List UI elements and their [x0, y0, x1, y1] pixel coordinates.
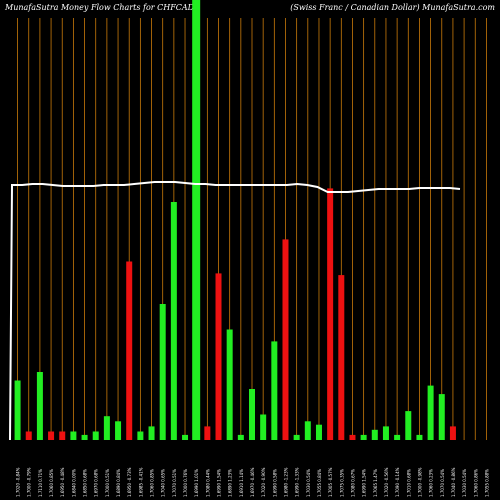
x-tick-label: 1.6970 -0.46%	[250, 467, 255, 497]
x-tick-label: 1.6840 0.00%	[71, 469, 76, 497]
money-flow-bar	[271, 341, 278, 440]
x-tick-label: 1.7000 0.76%	[183, 469, 188, 497]
money-flow-bar	[338, 275, 345, 440]
x-tick-label: 1.7055 0.88%	[484, 469, 489, 497]
money-flow-bar	[449, 426, 456, 440]
money-flow-bar	[405, 411, 412, 440]
money-flow-bar	[293, 434, 300, 440]
money-flow-bar	[327, 188, 334, 440]
grid-lines	[17, 18, 487, 440]
money-flow-bar	[382, 426, 389, 440]
x-tick-label: 1.7055 0.84%	[317, 469, 322, 497]
x-tick-label: 1.6980 -1.23%	[283, 467, 288, 497]
money-flow-bar	[59, 431, 66, 440]
money-flow-bar	[360, 434, 367, 440]
x-tick-label: 1.7090 -0.14%	[395, 467, 400, 497]
x-tick-label: 1.7000 0.51%	[105, 469, 110, 497]
x-tick-label: 1.6850 0.68%	[83, 469, 88, 497]
money-flow-bar	[226, 329, 233, 440]
money-flow-bar	[315, 424, 322, 440]
money-flow-bar	[282, 239, 289, 440]
chart-header: MunafaSutra Money Flow Charts for CHFCAD…	[0, 3, 500, 17]
x-tick-label: 1.7080 0.67%	[350, 469, 355, 497]
x-tick-label: 1.7060 0.85%	[150, 469, 155, 497]
money-flow-bar	[215, 273, 222, 440]
x-tick-label: 1.7060 0.86%	[473, 469, 478, 497]
x-tick-label: 1.7060 0.85%	[49, 469, 54, 497]
x-tick-label: 1.6910 1.14%	[239, 469, 244, 497]
x-tick-label: 1.7030 0.54%	[462, 469, 467, 497]
x-tick-label: 1.7000 -0.98%	[417, 467, 422, 497]
x-tick-label: 1.7040 0.65%	[161, 469, 166, 497]
money-flow-bar	[249, 389, 255, 440]
money-flow-bar	[81, 434, 88, 440]
x-tick-label: 1.7060 0.23%	[429, 469, 434, 497]
money-flow-bar	[137, 431, 144, 440]
money-flow-bar	[192, 0, 201, 440]
x-tick-label: 1.7040 -0.86%	[451, 467, 456, 497]
x-tick-label: 1.7030 0.54%	[306, 469, 311, 497]
money-flow-bar	[148, 426, 155, 440]
money-flow-bar	[204, 426, 211, 440]
chart-title: MunafaSutra Money Flow Charts for CHFCAD	[5, 3, 195, 12]
money-flow-bar	[438, 394, 445, 440]
x-tick-label: 1.7010 0.68%	[406, 469, 411, 497]
x-tick-label: 1.7020 -0.56%	[384, 467, 389, 497]
money-flow-bar	[371, 429, 378, 440]
x-tick-label: 1.6890 0.84%	[116, 469, 121, 497]
x-tick-label: 1.6970 0.68%	[94, 469, 99, 497]
money-flow-bar	[92, 431, 99, 440]
money-flow-bar	[159, 304, 166, 440]
money-flow-bar	[182, 434, 189, 440]
x-tick-label: 1.6985 -0.41%	[138, 467, 143, 497]
x-tick-label: 1.7020 -0.90%	[261, 467, 266, 497]
money-flow-bar	[48, 431, 55, 440]
money-flow-bar	[304, 421, 311, 440]
x-tick-label: 1.6990 1.01%	[194, 469, 199, 497]
x-tick-label: 1.7005 -0.57%	[328, 467, 333, 497]
money-flow-bar	[416, 434, 423, 440]
money-flow-bar	[394, 434, 401, 440]
price-line-layer	[9, 181, 461, 441]
x-tick-label: 1.6990 1.54%	[217, 469, 222, 497]
chart-subtitle: (Swiss Franc / Canadian Dollar) MunafaSu…	[290, 3, 495, 12]
money-flow-bar	[126, 261, 133, 440]
money-flow-bar	[349, 434, 356, 440]
x-tick-label: 1.6890 1.23%	[228, 469, 233, 497]
x-tick-label: 1.7110 0.71%	[38, 469, 43, 497]
money-flow-bar	[170, 202, 177, 440]
x-tick-label: 1.7070 0.51%	[172, 469, 177, 497]
x-tick-label: 1.6950 -0.48%	[60, 467, 65, 497]
price-line	[9, 181, 461, 441]
money-flow-bar	[14, 380, 21, 440]
x-tick-label: 1.7000 -0.79%	[27, 467, 32, 497]
x-tick-label: 1.6990 1.54%	[362, 469, 367, 497]
money-flow-bar	[25, 431, 32, 440]
x-tick-label: 1.7020 -0.84%	[16, 467, 21, 497]
money-flow-bar	[36, 372, 43, 440]
bars	[14, 0, 456, 440]
x-tick-label: 1.7080 0.44%	[205, 469, 210, 497]
money-flow-bar	[427, 385, 434, 440]
x-tick-label: 1.7070 0.54%	[440, 469, 445, 497]
money-flow-bar	[103, 416, 110, 440]
x-tick-label: 1.6990 0.58%	[272, 469, 277, 497]
x-tick-label: 1.7075 0.35%	[339, 469, 344, 497]
x-tick-label: 1.6950 -0.73%	[127, 467, 132, 497]
money-flow-bar	[115, 421, 122, 440]
x-tick-label: 1.6990 -1.33%	[295, 467, 300, 497]
money-flow-bar	[70, 431, 77, 440]
x-tick-label: 1.7065 1.47%	[373, 469, 378, 497]
x-tick-labels: 1.7020 -0.84% 1.7000 -0.79% 1.7110 0.71% 1.…	[16, 467, 490, 497]
money-flow-bar	[237, 434, 244, 440]
money-flow-bar	[260, 414, 267, 440]
